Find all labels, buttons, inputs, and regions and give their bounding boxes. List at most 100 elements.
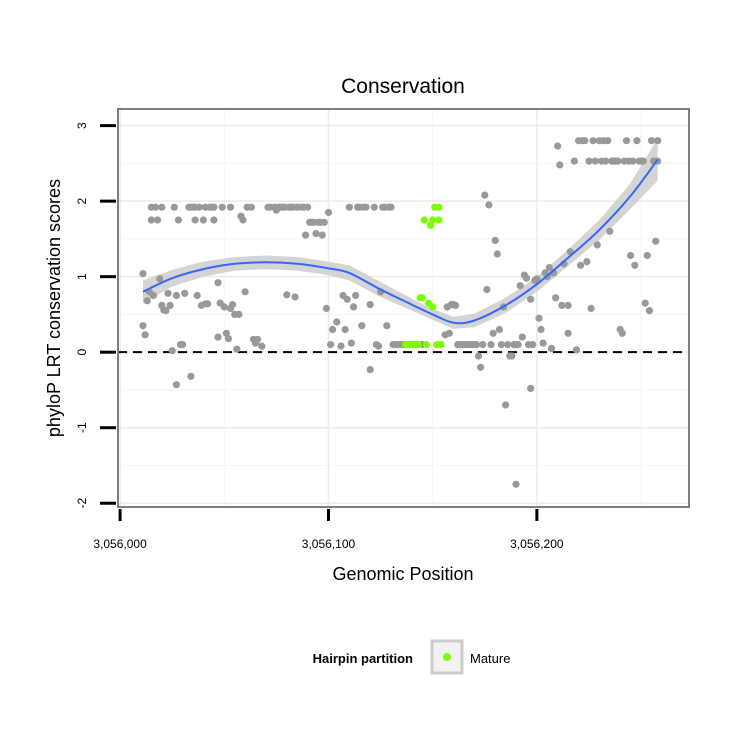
point-other (149, 291, 157, 300)
y-tick-label: 3 (75, 122, 89, 129)
y-tick-label: 2 (75, 197, 89, 204)
point-other (558, 301, 566, 309)
x-tick-label: 3,056,200 (510, 537, 564, 551)
point-other (139, 322, 147, 330)
point-other (564, 329, 572, 337)
point-other (258, 342, 266, 350)
point-other (483, 285, 491, 294)
point-other (210, 203, 218, 211)
legend-swatch-mature (443, 653, 451, 661)
point-other (577, 261, 585, 269)
legend: Hairpin partition Mature (313, 639, 510, 675)
point-other (545, 264, 554, 272)
point-other (631, 261, 639, 269)
point-other (158, 203, 166, 211)
point-other (235, 310, 243, 318)
point-other (554, 142, 562, 150)
point-other (589, 137, 597, 145)
point-other (210, 216, 218, 224)
point-other (141, 331, 149, 339)
point-mature (418, 294, 426, 302)
point-other (491, 236, 499, 244)
point-mature (422, 341, 430, 349)
point-other (147, 216, 155, 224)
point-other (497, 341, 505, 349)
point-other (318, 231, 326, 239)
point-other (218, 203, 226, 211)
point-other (654, 137, 662, 145)
point-other (474, 352, 483, 360)
point-other (187, 372, 195, 380)
point-other (593, 241, 601, 249)
point-other (641, 299, 649, 307)
point-other (193, 291, 201, 300)
point-other (481, 191, 489, 199)
point-other (485, 201, 493, 209)
point-other (387, 203, 395, 211)
point-other (572, 346, 581, 354)
point-other (514, 341, 522, 349)
point-other (324, 208, 333, 217)
point-other (254, 335, 262, 343)
smooth-trend-line (142, 159, 659, 325)
point-other (214, 333, 222, 341)
point-other (370, 203, 378, 211)
point-other (522, 274, 531, 282)
point-other (489, 329, 497, 337)
point-other (645, 307, 654, 315)
point-other (214, 279, 222, 287)
point-other (174, 216, 182, 224)
point-other (320, 218, 328, 226)
point-other (445, 329, 453, 337)
point-other (181, 289, 189, 297)
point-other (154, 216, 162, 224)
point-other (527, 384, 535, 392)
point-other (535, 314, 543, 322)
point-other (327, 341, 335, 349)
point-other (229, 301, 237, 309)
point-other (162, 307, 170, 315)
point-other (502, 401, 510, 409)
point-other (547, 344, 556, 352)
point-other (606, 227, 614, 235)
point-other (312, 230, 320, 238)
point-other (164, 289, 172, 297)
point-other (518, 333, 526, 341)
point-other (191, 216, 199, 224)
point-other (533, 275, 541, 283)
point-other (618, 329, 626, 337)
point-other (527, 295, 535, 303)
legend-label-mature: Mature (470, 651, 510, 666)
x-tick-label: 3,056,000 (93, 537, 147, 551)
point-other (347, 339, 355, 347)
point-other (343, 295, 351, 303)
point-other (504, 341, 512, 349)
point-other (477, 363, 485, 371)
x-axis: 3,056,000 3,056,100 3,056,200 (93, 509, 564, 551)
point-other (647, 137, 656, 145)
point-other (333, 318, 341, 326)
point-other (556, 161, 564, 169)
point-other (570, 157, 579, 165)
point-mature (435, 216, 443, 224)
point-mature (414, 341, 422, 349)
point-other (170, 203, 178, 211)
point-other (143, 297, 151, 305)
point-other (629, 157, 637, 165)
point-other (283, 291, 291, 299)
point-other (220, 303, 228, 311)
point-other (581, 137, 589, 145)
point-other (247, 203, 255, 211)
point-other (362, 203, 370, 211)
data-points (139, 137, 662, 488)
point-other (358, 322, 366, 330)
point-other (537, 325, 545, 334)
point-other (329, 325, 337, 334)
point-other (564, 301, 572, 309)
point-other (199, 216, 207, 224)
point-other (643, 251, 651, 260)
y-tick-label: 1 (75, 273, 89, 280)
point-other (349, 303, 358, 311)
legend-title: Hairpin partition (313, 651, 413, 666)
y-axis: -2 -1 0 1 2 3 (75, 122, 116, 509)
